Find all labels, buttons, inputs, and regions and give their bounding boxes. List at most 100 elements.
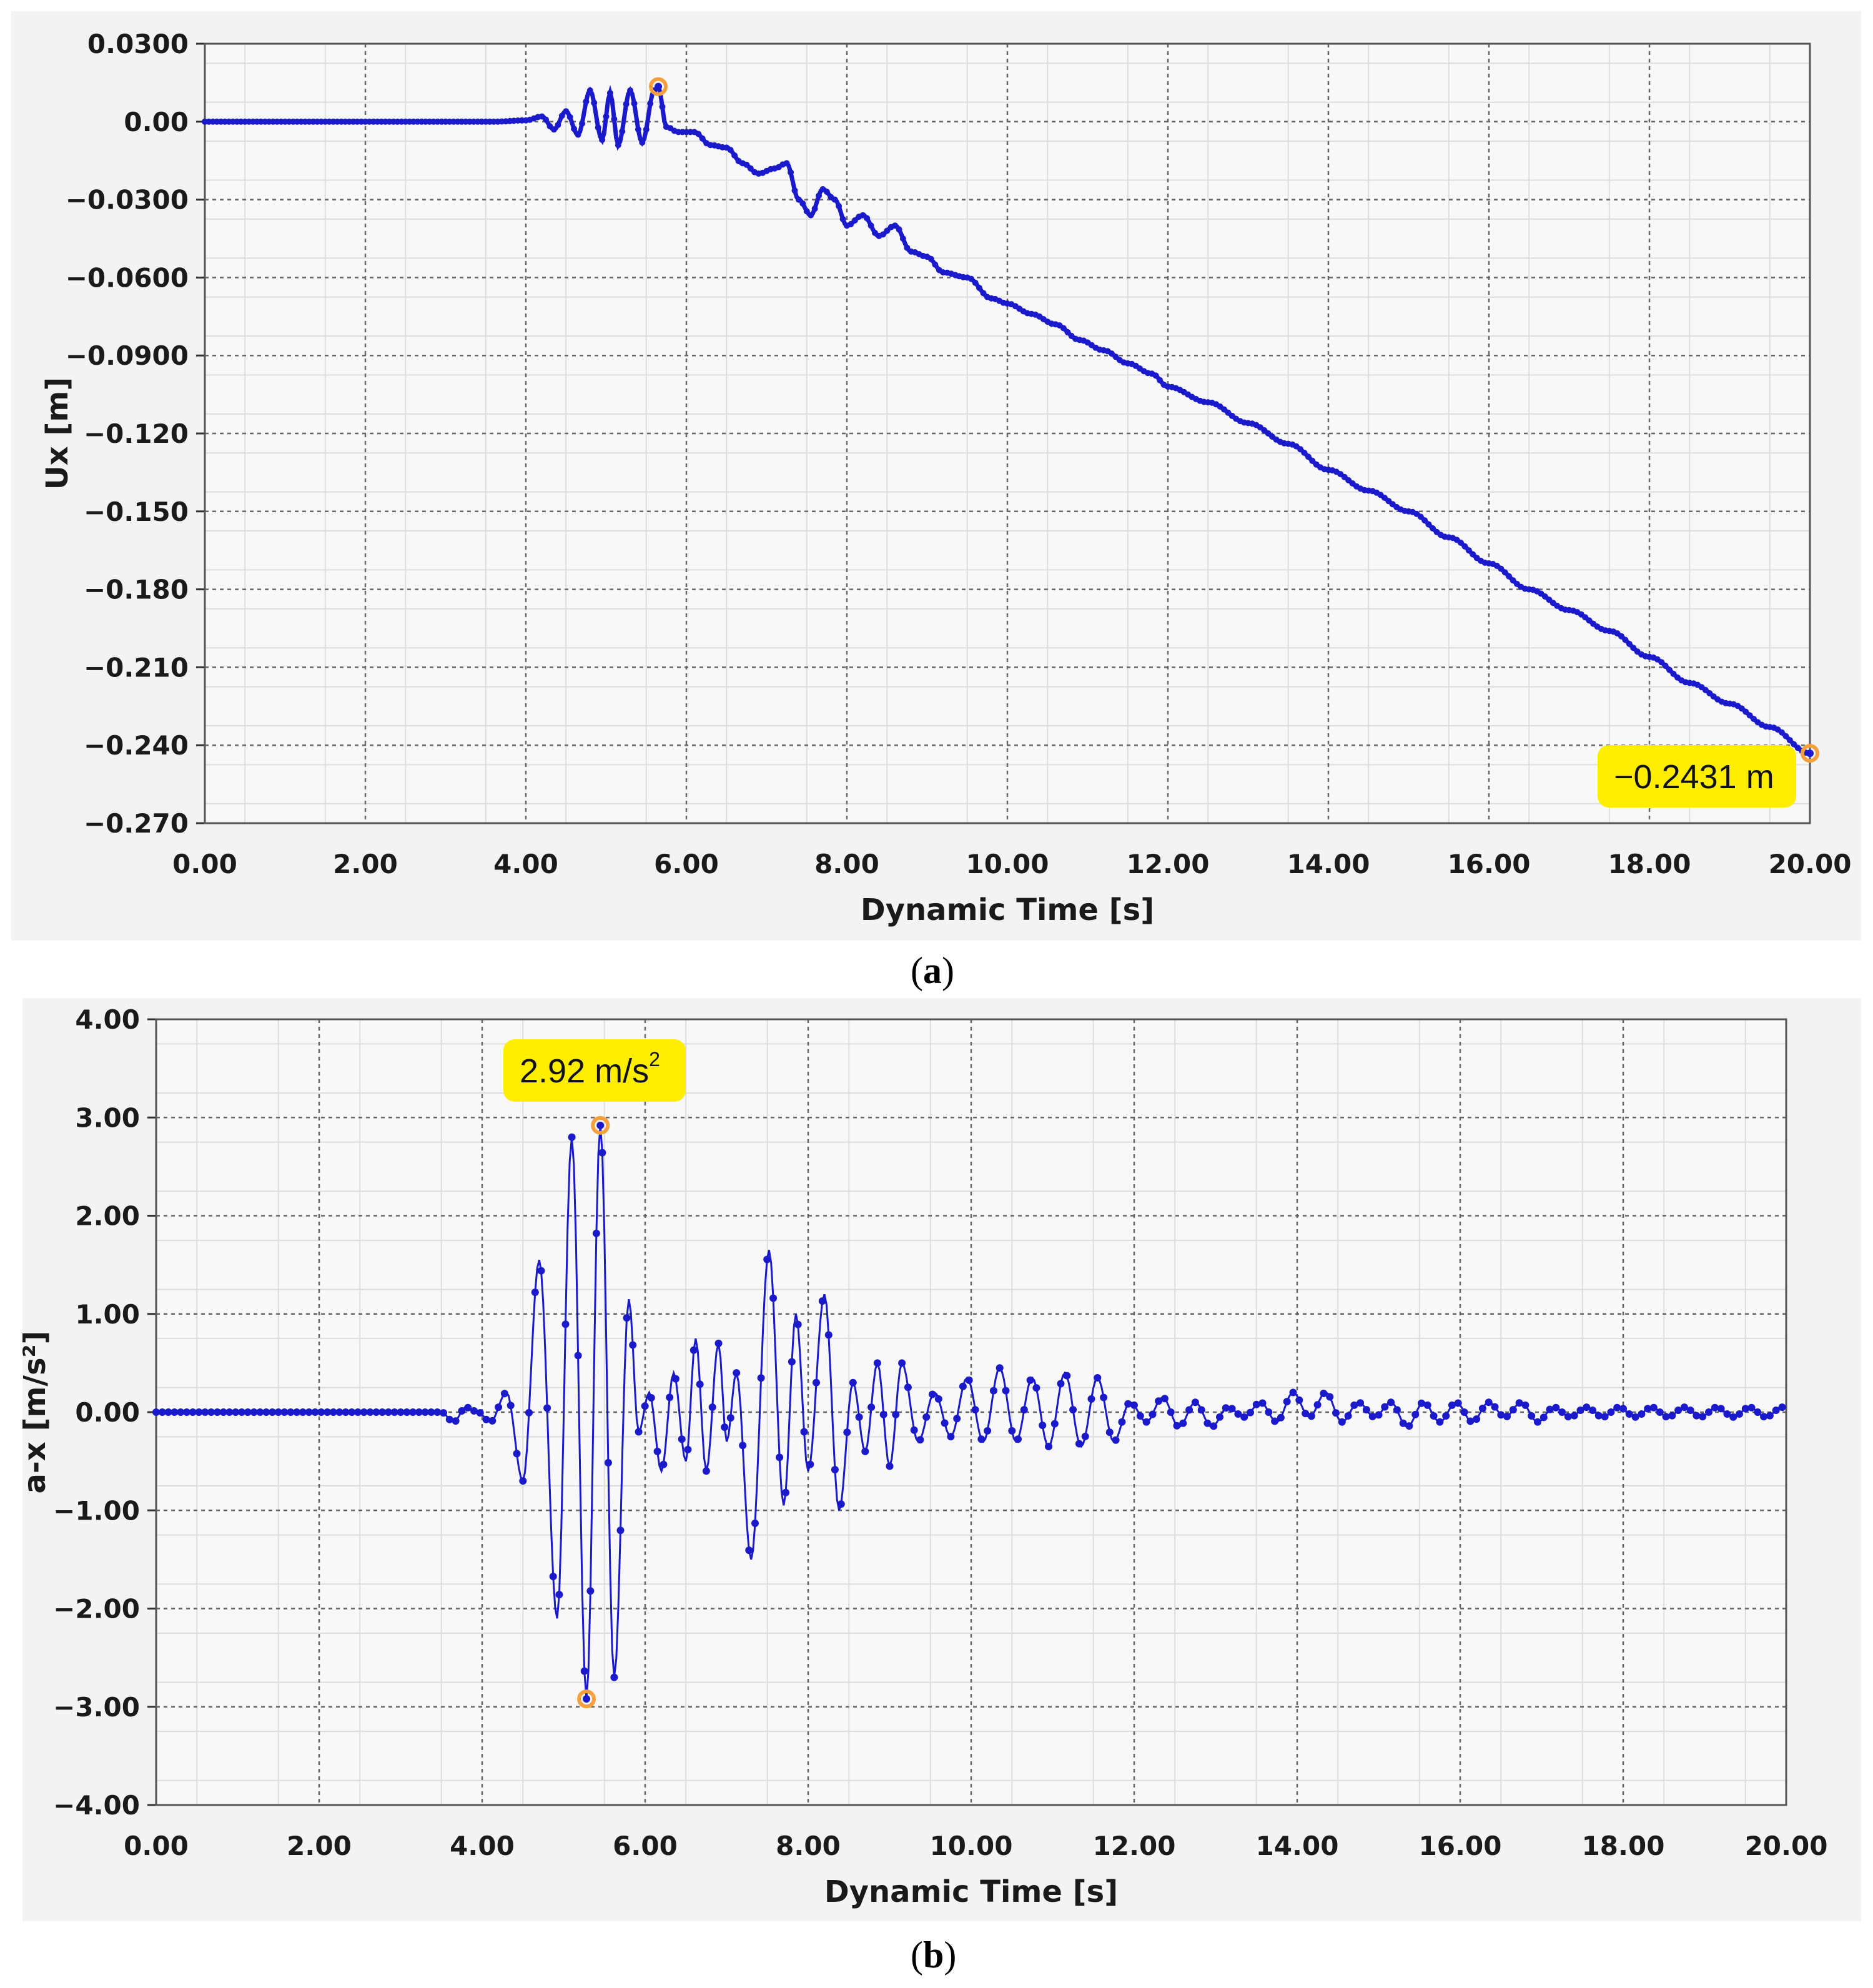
data-point	[1742, 708, 1749, 715]
data-point	[922, 1413, 931, 1421]
x-tick-label: 20.00	[1745, 1831, 1828, 1861]
data-point	[899, 235, 906, 242]
data-point	[1465, 547, 1472, 554]
y-tick-label: −0.180	[84, 575, 189, 605]
data-point	[1063, 1372, 1071, 1380]
data-point	[1094, 1374, 1102, 1382]
data-point	[818, 1297, 826, 1305]
y-tick-label: −0.0900	[66, 340, 189, 371]
data-point	[1045, 1443, 1052, 1450]
data-point	[643, 126, 650, 133]
data-point	[1619, 1405, 1627, 1413]
data-point	[445, 1415, 453, 1423]
data-point	[1528, 1412, 1536, 1420]
data-point	[189, 1408, 197, 1416]
chart-panel-a: 0.00 2.00 4.00 6.00 8.00 10.00 12.00 14.00 16.00…	[11, 11, 1861, 941]
data-point	[500, 1390, 508, 1398]
data-point	[1357, 1399, 1365, 1407]
data-point	[1405, 1422, 1413, 1430]
data-point	[699, 135, 706, 142]
data-point	[604, 1459, 612, 1466]
data-point	[1423, 1401, 1431, 1409]
data-point	[714, 1339, 723, 1347]
data-point	[727, 147, 734, 154]
data-point	[549, 1573, 557, 1581]
data-point	[543, 1404, 551, 1412]
data-point	[1506, 573, 1513, 580]
highlight-point-center	[1806, 749, 1814, 758]
data-point	[566, 114, 573, 121]
data-point	[1305, 453, 1312, 460]
chart-panel-b: 0.00 2.00 4.00 6.00 8.00 10.00 12.00 14.00 16.00…	[22, 998, 1861, 1921]
data-point	[1766, 1412, 1774, 1420]
data-point	[996, 1364, 1004, 1372]
data-point	[689, 1346, 698, 1354]
data-point	[1234, 1410, 1242, 1418]
data-point	[904, 244, 911, 251]
data-point	[1631, 1413, 1639, 1421]
data-point	[238, 1408, 245, 1416]
data-point	[783, 160, 790, 167]
data-point	[1283, 1398, 1291, 1406]
x-tick-label: 8.00	[814, 849, 879, 879]
y-tick-label: −0.150	[84, 497, 189, 527]
data-point	[1185, 1406, 1193, 1414]
y-tick-label: −0.120	[84, 418, 189, 449]
data-point	[563, 108, 570, 115]
data-point	[635, 1428, 643, 1436]
data-point	[980, 290, 987, 297]
data-point	[929, 1390, 936, 1398]
x-tick-label: 10.00	[930, 1831, 1013, 1861]
data-point	[1265, 1408, 1273, 1416]
data-point	[898, 1359, 906, 1367]
data-point	[293, 1408, 301, 1416]
data-point	[1503, 1413, 1511, 1420]
x-tick-label: 18.00	[1582, 1831, 1665, 1861]
data-point	[1081, 1432, 1089, 1440]
data-point	[932, 261, 939, 268]
data-point	[947, 1433, 955, 1441]
data-point	[816, 192, 822, 199]
x-tick-label: 2.00	[287, 1831, 352, 1861]
data-point	[611, 116, 618, 122]
data-point	[972, 279, 979, 286]
data-point	[788, 169, 794, 176]
data-point	[1649, 1403, 1658, 1412]
data-point	[984, 1427, 992, 1435]
data-point	[1613, 1403, 1621, 1412]
highlight-point-center	[596, 1121, 605, 1129]
data-point	[1179, 1419, 1187, 1427]
data-point	[800, 1428, 808, 1436]
data-point	[1157, 377, 1164, 383]
data-point	[1466, 1417, 1475, 1425]
data-point	[989, 1387, 997, 1395]
data-point	[1105, 1428, 1114, 1437]
data-point	[1656, 1408, 1664, 1416]
data-point	[1295, 1396, 1303, 1404]
data-point	[1112, 1436, 1120, 1444]
data-point	[1309, 457, 1316, 464]
x-axis-label: Dynamic Time [s]	[861, 893, 1154, 927]
data-point	[1387, 1398, 1395, 1407]
highlight-point	[577, 1689, 596, 1709]
data-point	[482, 1415, 490, 1423]
data-point	[1240, 1413, 1248, 1421]
highlight-point-center	[655, 82, 663, 91]
data-point	[836, 203, 843, 209]
data-point	[1509, 1406, 1517, 1414]
data-point	[977, 1435, 986, 1443]
data-point	[1448, 1401, 1456, 1409]
data-point	[1754, 1408, 1762, 1416]
data-point	[1666, 666, 1673, 673]
data-point	[256, 1408, 264, 1416]
data-point	[751, 1519, 759, 1527]
data-point	[458, 1407, 466, 1415]
y-tick-label: −0.0300	[66, 185, 189, 215]
data-point	[1638, 1410, 1646, 1418]
annotation-text: −0.2431 m	[1614, 758, 1774, 796]
data-point	[177, 1408, 185, 1416]
data-point	[170, 1408, 179, 1416]
data-point	[813, 1378, 820, 1387]
y-tick-label: −0.240	[84, 730, 189, 761]
data-point	[615, 142, 621, 149]
